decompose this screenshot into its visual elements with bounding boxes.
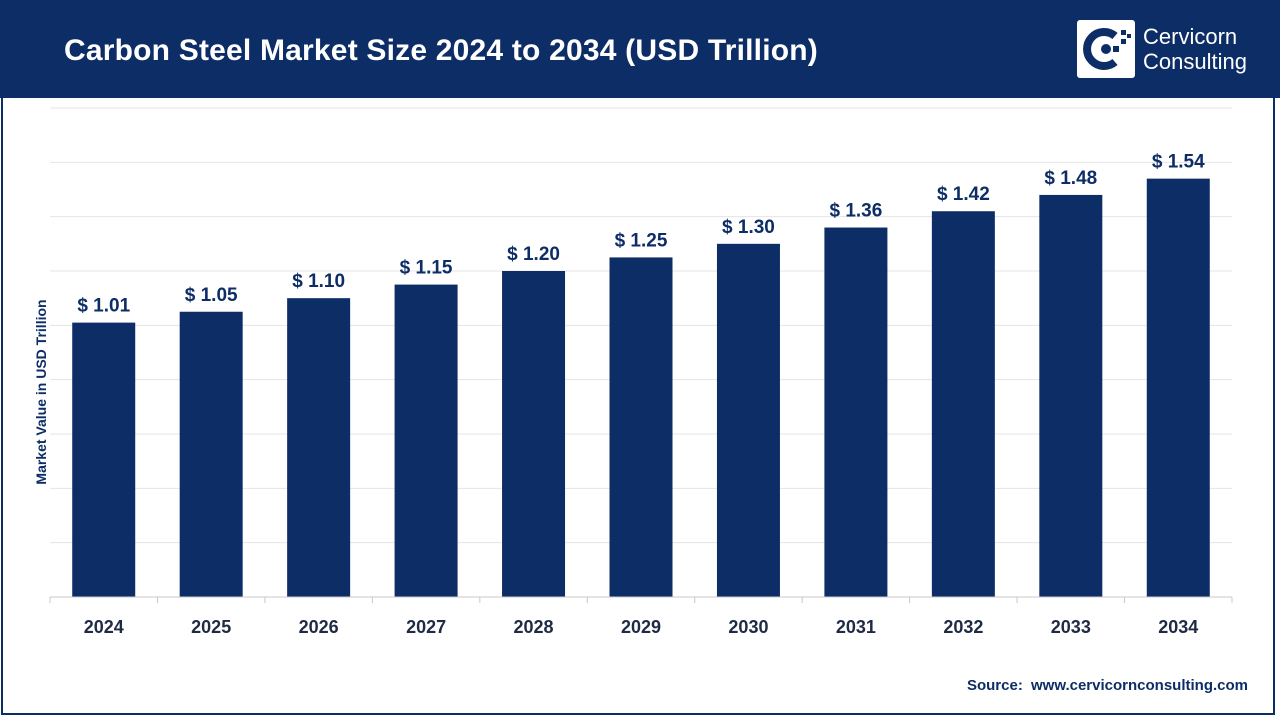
x-tick-label: 2027 xyxy=(406,617,446,637)
data-label: $ 1.30 xyxy=(722,217,775,238)
x-tick-label: 2029 xyxy=(621,617,661,637)
data-label: $ 1.36 xyxy=(829,201,882,222)
header-banner: Carbon Steel Market Size 2024 to 2034 (U… xyxy=(0,0,1280,98)
data-label: $ 1.15 xyxy=(400,258,453,279)
cervicorn-logo-icon xyxy=(1077,20,1135,78)
data-label: $ 1.42 xyxy=(937,184,990,205)
data-label: $ 1.05 xyxy=(185,285,238,306)
x-tick-label: 2030 xyxy=(728,617,768,637)
bar xyxy=(72,322,136,597)
x-tick-label: 2032 xyxy=(943,617,983,637)
data-label: $ 1.54 xyxy=(1152,152,1205,173)
bar xyxy=(179,311,243,597)
brand-logo: Cervicorn Consulting xyxy=(1077,20,1267,78)
data-label: $ 1.48 xyxy=(1044,168,1097,189)
bar xyxy=(931,211,995,597)
x-axis: 2024 2025 2026 2027 2028 2029 2030 2031 2032 2033… xyxy=(49,596,1233,637)
data-label: $ 1.10 xyxy=(292,271,345,292)
brand-name: Cervicorn Consulting xyxy=(1143,24,1247,74)
bar xyxy=(1039,194,1103,597)
x-tick-label: 2026 xyxy=(299,617,339,637)
bar xyxy=(716,243,780,598)
source-url: www.cervicornconsulting.com xyxy=(1031,677,1248,694)
bar xyxy=(287,298,351,597)
bar xyxy=(394,284,458,597)
brand-name-line1: Cervicorn xyxy=(1143,24,1238,49)
x-tick-label: 2031 xyxy=(836,617,876,637)
data-label: $ 1.25 xyxy=(615,230,668,251)
bar xyxy=(824,227,888,598)
x-tick-label: 2025 xyxy=(191,617,231,637)
x-tick-label: 2033 xyxy=(1051,617,1091,637)
bar-chart: $ 1.01 $ 1.05 $ 1.10 $ 1.15 $ 1.20 $ 1.25 $ 1.… xyxy=(49,107,1233,637)
x-tick-label: 2028 xyxy=(514,617,554,637)
bar xyxy=(1146,178,1210,597)
data-label: $ 1.01 xyxy=(77,296,130,317)
bar xyxy=(502,271,566,597)
x-tick-label: 2034 xyxy=(1158,617,1198,637)
x-tick-label: 2024 xyxy=(84,617,124,637)
bar xyxy=(609,257,673,597)
brand-name-line2: Consulting xyxy=(1143,49,1247,74)
page-title: Carbon Steel Market Size 2024 to 2034 (U… xyxy=(64,34,818,67)
data-label: $ 1.20 xyxy=(507,244,560,265)
gridlines xyxy=(50,107,1232,544)
bars: $ 1.01 $ 1.05 $ 1.10 $ 1.15 $ 1.20 $ 1.25 $ 1.… xyxy=(72,152,1210,598)
source-label: Source: xyxy=(966,677,1023,694)
source-note: Source: www.cervicornconsulting.com xyxy=(963,677,1248,694)
y-axis-label: Market Value in USD Trillion xyxy=(33,299,49,485)
